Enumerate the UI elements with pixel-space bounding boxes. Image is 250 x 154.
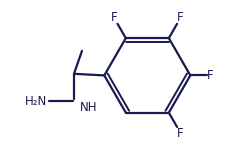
Text: F: F [111, 11, 117, 24]
Text: F: F [177, 11, 184, 24]
Text: F: F [207, 69, 214, 82]
Text: H₂N: H₂N [25, 95, 47, 108]
Text: NH: NH [80, 101, 97, 114]
Text: F: F [177, 127, 184, 140]
